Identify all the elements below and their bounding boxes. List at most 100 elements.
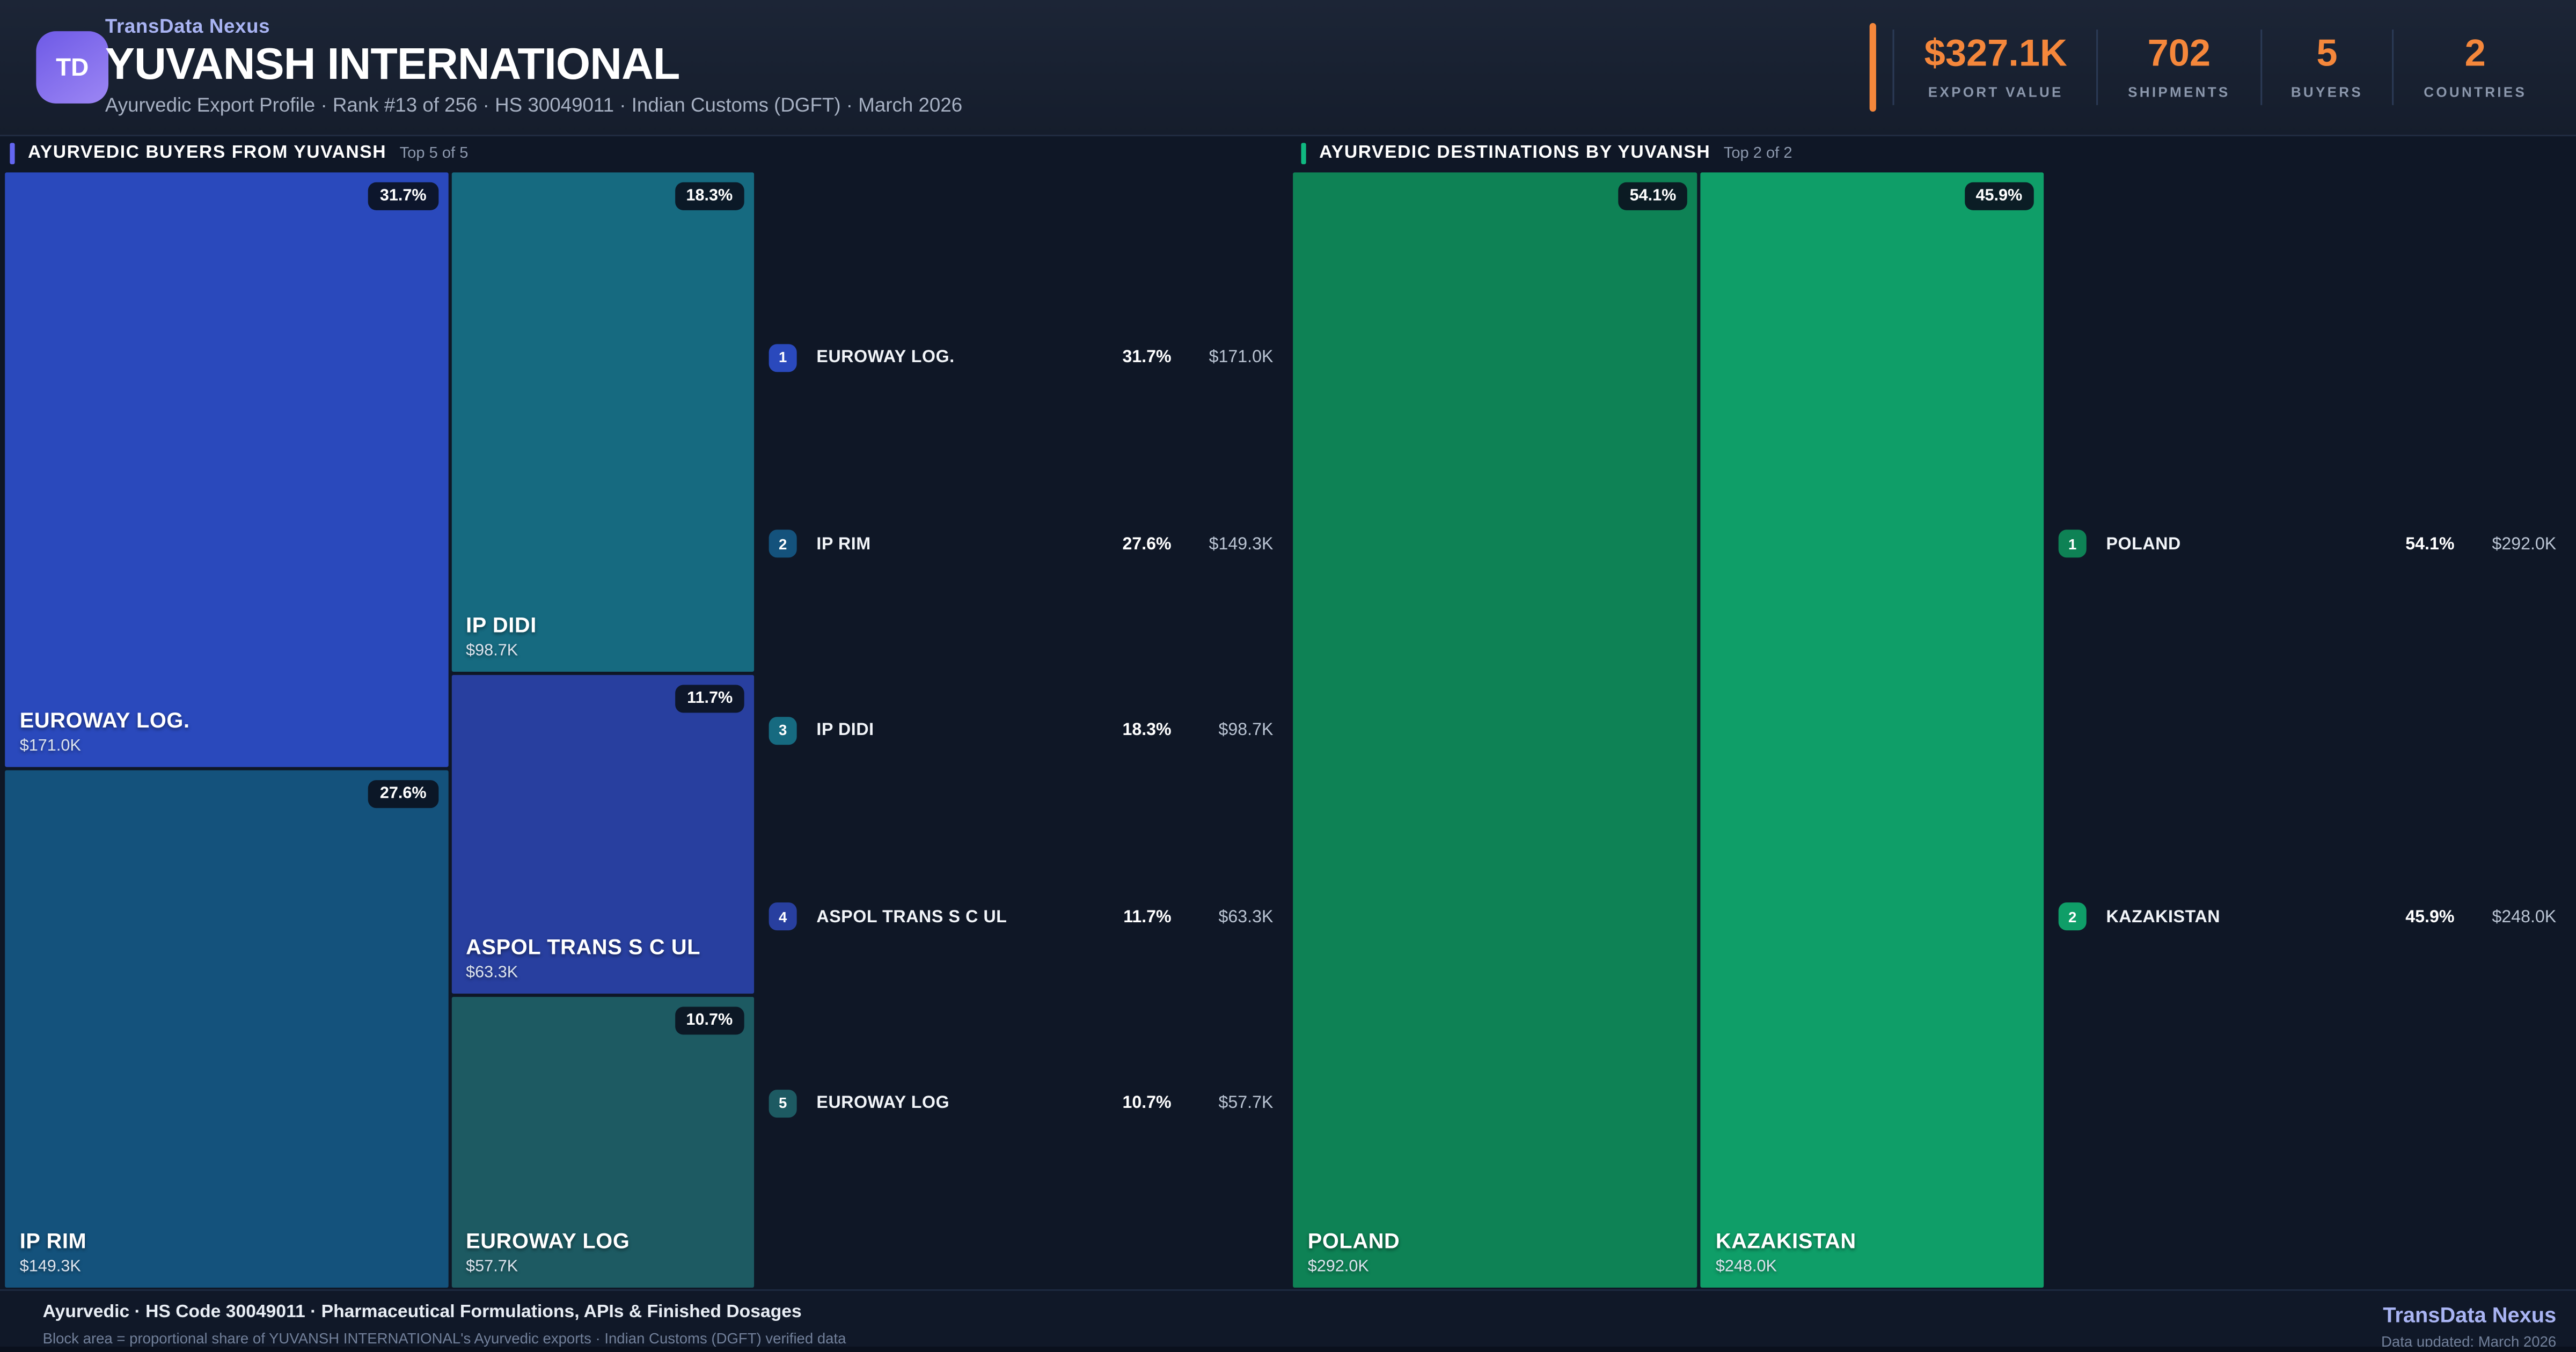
stat-export-value: $327.1K EXPORT VALUE xyxy=(1893,30,2097,105)
legend-list-item[interactable]: 1 EUROWAY LOG. 31.7% $171.0K xyxy=(769,343,1274,371)
legend-list-item[interactable]: 2 IP RIM 27.6% $149.3K xyxy=(769,530,1274,558)
item-value: $63.3K xyxy=(1218,906,1274,927)
rank-badge: 1 xyxy=(2058,530,2087,558)
legend-list-item[interactable]: 3 IP DIDI 18.3% $98.7K xyxy=(769,716,1273,744)
rank-badge: 2 xyxy=(769,530,797,558)
item-value: $171.0K xyxy=(1209,347,1274,368)
panel-accent-bar xyxy=(1301,142,1306,164)
item-share: 54.1% xyxy=(2405,533,2455,554)
destinations-treemap: 54.1% POLAND $292.0K 45.9% KAZAKISTAN $248.0K xyxy=(1291,171,2046,1290)
block-name: ASPOL TRANS S C UL xyxy=(466,934,701,959)
item-value: $149.3K xyxy=(1209,533,1274,554)
buyers-panel-header: AYURVEDIC BUYERS FROM YUVANSH Top 5 of 5 xyxy=(0,135,1290,171)
block-share-badge: 10.7% xyxy=(675,1006,744,1035)
block-share-badge: 31.7% xyxy=(368,182,438,210)
block-value: $57.7K xyxy=(466,1258,518,1276)
header-meta: TransData Nexus YUVANSH INTERNATIONAL Ay… xyxy=(105,15,962,117)
block-label: POLAND $292.0K xyxy=(1308,1229,1400,1276)
footer-left: Ayurvedic · HS Code 30049011 · Pharmaceu… xyxy=(43,1303,846,1352)
stat-value: $327.1K xyxy=(1924,31,2067,74)
buyers-treemap: 31.7% EUROWAY LOG. $171.0K 27.6% IP RIM $149.… xyxy=(3,171,756,1289)
header: TD TransData Nexus YUVANSH INTERNATIONAL… xyxy=(0,0,2576,137)
stat-value: 702 xyxy=(2147,31,2211,74)
item-name: KAZAKISTAN xyxy=(2106,906,2221,927)
stat-value: 5 xyxy=(2316,31,2338,74)
item-name: EUROWAY LOG xyxy=(816,1093,950,1113)
legend-list-item[interactable]: 1 POLAND 54.1% $292.0K xyxy=(2058,530,2556,558)
item-share: 10.7% xyxy=(1122,1093,1172,1113)
treemap-block[interactable]: 27.6% IP RIM $149.3K xyxy=(3,768,450,1289)
item-name: EUROWAY LOG. xyxy=(816,347,955,368)
footer-note: Block area = proportional share of YUVAN… xyxy=(42,1330,846,1347)
brand-logo: TD xyxy=(36,31,109,104)
item-name: IP RIM xyxy=(816,533,871,554)
panel-subtitle: Top 5 of 5 xyxy=(399,143,469,162)
buyers-panel: AYURVEDIC BUYERS FROM YUVANSH Top 5 of 5… xyxy=(0,135,1290,1289)
destinations-legend-list: 1 POLAND 54.1% $292.0K 2 KAZAKISTAN 45.9% $248.… xyxy=(2045,171,2556,1289)
item-value: $248.0K xyxy=(2492,906,2557,927)
rank-badge: 4 xyxy=(769,902,797,931)
block-label: IP DIDI $98.7K xyxy=(466,613,537,660)
stat-countries: 2 COUNTRIES xyxy=(2392,30,2556,105)
block-share-badge: 27.6% xyxy=(368,780,438,809)
panel-title: AYURVEDIC DESTINATIONS BY YUVANSH xyxy=(1319,143,1711,163)
stat-label: BUYERS xyxy=(2290,84,2363,100)
block-value: $248.0K xyxy=(1715,1258,1777,1276)
treemap-block[interactable]: 54.1% POLAND $292.0K xyxy=(1291,171,1700,1290)
item-name: POLAND xyxy=(2106,533,2181,554)
destinations-panel: AYURVEDIC DESTINATIONS BY YUVANSH Top 2 … xyxy=(1291,135,2576,1290)
block-value: $63.3K xyxy=(466,964,518,982)
block-value: $149.3K xyxy=(19,1258,81,1276)
rank-badge: 2 xyxy=(2058,902,2087,931)
stat-label: COUNTRIES xyxy=(2424,84,2527,100)
block-value: $292.0K xyxy=(1307,1258,1369,1276)
treemap-block[interactable]: 45.9% KAZAKISTAN $248.0K xyxy=(1699,171,2046,1290)
stat-label: EXPORT VALUE xyxy=(1928,84,2063,100)
block-share-badge: 18.3% xyxy=(675,182,744,210)
block-label: IP RIM $149.3K xyxy=(20,1229,87,1276)
treemap-block[interactable]: 18.3% IP DIDI $98.7K xyxy=(449,171,756,674)
stat-value: 2 xyxy=(2464,31,2486,74)
page-title: YUVANSH INTERNATIONAL xyxy=(105,39,680,89)
treemap-block[interactable]: 11.7% ASPOL TRANS S C UL $63.3K xyxy=(449,673,756,995)
block-name: IP DIDI xyxy=(466,613,537,638)
block-share-badge: 11.7% xyxy=(675,685,744,714)
item-share: 45.9% xyxy=(2405,906,2455,927)
panel-subtitle: Top 2 of 2 xyxy=(1723,143,1792,162)
block-label: ASPOL TRANS S C UL $63.3K xyxy=(466,935,700,982)
block-name: IP RIM xyxy=(19,1228,87,1253)
block-value: $98.7K xyxy=(466,642,518,661)
stat-label: SHIPMENTS xyxy=(2128,84,2230,100)
block-value: $171.0K xyxy=(19,737,81,756)
legend-list-item[interactable]: 2 KAZAKISTAN 45.9% $248.0K xyxy=(2058,902,2557,931)
bottom-edge xyxy=(0,1347,2576,1352)
item-value: $57.7K xyxy=(1218,1093,1274,1113)
stat-shipments: 702 SHIPMENTS xyxy=(2096,30,2260,105)
block-name: KAZAKISTAN xyxy=(1715,1228,1856,1253)
item-share: 27.6% xyxy=(1122,533,1172,554)
rank-badge: 3 xyxy=(769,716,797,744)
item-name: ASPOL TRANS S C UL xyxy=(816,906,1007,927)
treemap-block[interactable]: 31.7% EUROWAY LOG. $171.0K xyxy=(3,171,450,769)
footer-right: TransData Nexus Data updated: March 2026 xyxy=(2381,1303,2556,1352)
block-name: EUROWAY LOG xyxy=(466,1228,630,1253)
block-label: EUROWAY LOG $57.7K xyxy=(466,1229,630,1276)
page-subtitle: Ayurvedic Export Profile · Rank #13 of 2… xyxy=(105,93,963,117)
stat-buyers: 5 BUYERS xyxy=(2259,30,2392,105)
rank-badge: 1 xyxy=(769,343,797,371)
item-share: 31.7% xyxy=(1122,347,1172,368)
brand-name: TransData Nexus xyxy=(105,14,270,38)
legend-list-item[interactable]: 5 EUROWAY LOG 10.7% $57.7K xyxy=(769,1089,1274,1117)
panel-accent-bar xyxy=(10,142,15,164)
block-label: EUROWAY LOG. $171.0K xyxy=(20,708,190,755)
item-share: 18.3% xyxy=(1122,720,1172,740)
panel-title: AYURVEDIC BUYERS FROM YUVANSH xyxy=(28,143,387,163)
block-share-badge: 45.9% xyxy=(1964,182,2034,210)
legend-list-item[interactable]: 4 ASPOL TRANS S C UL 11.7% $63.3K xyxy=(769,902,1274,931)
block-name: POLAND xyxy=(1307,1228,1400,1253)
buyers-legend-list: 1 EUROWAY LOG. 31.7% $171.0K 2 IP RIM 27.6% $14… xyxy=(756,171,1273,1289)
treemap-block[interactable]: 10.7% EUROWAY LOG $57.7K xyxy=(449,995,756,1289)
rank-badge: 5 xyxy=(769,1089,797,1117)
